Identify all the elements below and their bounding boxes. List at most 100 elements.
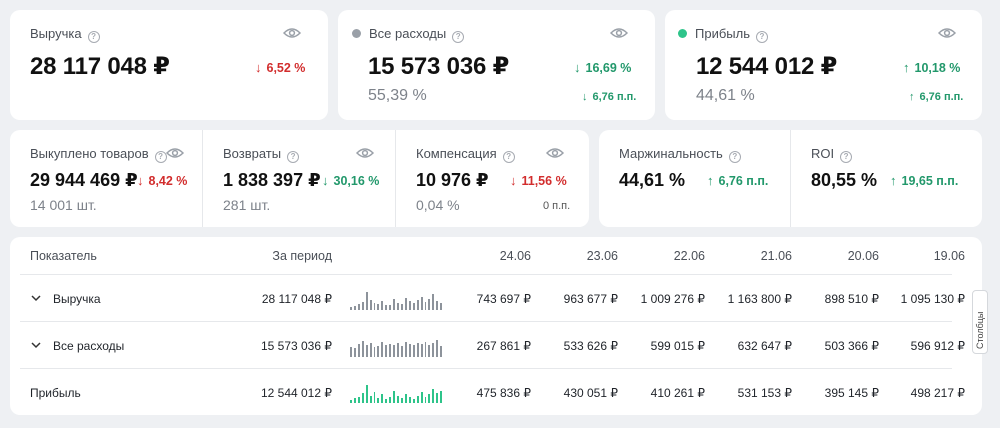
divider [395,130,396,227]
spark-bar [400,304,403,310]
spark-bar [404,342,407,357]
eye-icon[interactable] [166,147,184,159]
card-value: 80,55 % [811,170,878,190]
eye-icon[interactable] [938,27,956,39]
card-label: Компенсация [416,146,497,161]
table-cell: 963 677 ₽ [563,292,618,306]
arrow-up-icon: ↑ [890,173,897,188]
card-sub-value: 0,04 % [416,197,460,213]
row-label: Все расходы [53,339,125,353]
arrow-down-icon: ↓ [510,173,517,188]
question-icon[interactable]: ? [154,151,167,163]
arrow-up-icon: ↑ [909,91,915,103]
spark-bar [440,303,443,310]
spark-bar [424,342,427,357]
metrics-table: Показатель За период 24.06 23.06 22.06 2… [10,237,982,415]
row-total: 28 117 048 ₽ [261,292,332,306]
column-header[interactable]: 20.06 [847,249,879,263]
sub-change-indicator: 0 п.п. [543,200,571,212]
spark-bar [404,298,407,310]
spark-bar [361,302,364,310]
card-value: 29 944 469 ₽ [30,170,138,190]
eye-icon[interactable] [283,27,301,39]
spark-bar [424,397,427,403]
divider [20,321,952,322]
spark-bar [381,394,384,403]
arrow-down-icon: ↓ [582,91,588,103]
question-icon[interactable]: ? [502,151,515,163]
card-sub-value: 55,39 % [368,87,427,104]
spark-bar [381,342,384,357]
column-header[interactable]: 19.06 [933,249,965,263]
spark-bar [420,344,423,357]
card-label: Маржинальность [619,146,723,161]
change-indicator: ↓ 16,69 % [574,60,632,75]
question-icon[interactable]: ? [287,151,300,163]
card-label: Возвраты [223,146,282,161]
row-label: Выручка [53,292,101,306]
question-icon[interactable]: ? [452,31,465,43]
table-cell: 632 647 ₽ [737,339,792,353]
divider [202,130,203,227]
series-dot [352,29,361,38]
spark-bar [361,393,364,403]
question-icon[interactable]: ? [728,151,741,163]
spark-bar [412,399,415,403]
card-value: 15 573 036 ₽ [368,53,510,80]
spark-bar [385,305,388,310]
spark-bar [400,346,403,357]
card-value: 44,61 % [619,170,686,190]
divider [20,274,952,275]
spark-bar [373,303,376,310]
column-header[interactable]: 21.06 [760,249,792,263]
eye-icon[interactable] [356,147,374,159]
eye-icon[interactable] [610,27,628,39]
question-icon[interactable]: ? [87,31,100,43]
card-profit: Прибыль? 12 544 012 ₽ ↑ 10,18 % 44,61 % ↑… [665,10,982,120]
sparkline-expenses [350,335,443,357]
card-label: Выкуплено товаров [30,146,149,161]
row-total: 15 573 036 ₽ [260,339,332,353]
columns-toggle-button[interactable]: Столбцы [972,290,988,354]
change-indicator: ↓ 30,16 % [322,173,380,188]
spark-bar [357,304,360,310]
spark-bar [389,397,392,403]
card-group-sales: Выкуплено товаров? 29 944 469 ₽ ↓ 8,42 % … [10,130,589,227]
column-header[interactable]: За период [272,249,332,263]
column-header[interactable]: 22.06 [673,249,705,263]
column-header[interactable]: 23.06 [586,249,618,263]
change-indicator: ↑ 19,65 п.п. [890,173,959,188]
chevron-down-icon[interactable] [31,293,41,303]
table-cell: 430 051 ₽ [563,386,618,400]
card-sub-value: 281 шт. [223,197,271,213]
card-label: Прибыль [695,26,750,41]
question-icon[interactable]: ? [840,151,853,163]
card-value: 1 838 397 ₽ [223,170,321,190]
spark-bar [408,397,411,403]
card-label: Все расходы [369,26,447,41]
spark-bar [416,343,419,357]
card-group-ratios: Маржинальность? 44,61 % ↑ 6,76 п.п. ROI? … [599,130,982,227]
spark-bar [369,300,372,310]
spark-bar [432,389,435,403]
card-sub-value: 14 001 шт. [30,197,97,213]
table-cell: 599 015 ₽ [650,339,705,353]
question-icon[interactable]: ? [755,31,768,43]
spark-bar [436,301,439,310]
spark-bar [436,340,439,357]
spark-bar [436,393,439,403]
column-header[interactable]: 24.06 [499,249,531,263]
table-cell: 395 145 ₽ [824,386,879,400]
table-cell: 531 153 ₽ [737,386,792,400]
sparkline-revenue [350,288,443,310]
spark-bar [397,343,399,357]
spark-bar [440,391,443,403]
chevron-down-icon[interactable] [31,340,41,350]
eye-icon[interactable] [546,147,564,159]
change-indicator: ↓ 6,52 % [255,60,306,75]
spark-bar [393,345,396,357]
column-header[interactable]: Показатель [30,249,97,263]
spark-bar [393,391,396,403]
spark-bar [400,398,403,403]
spark-bar [357,344,360,357]
